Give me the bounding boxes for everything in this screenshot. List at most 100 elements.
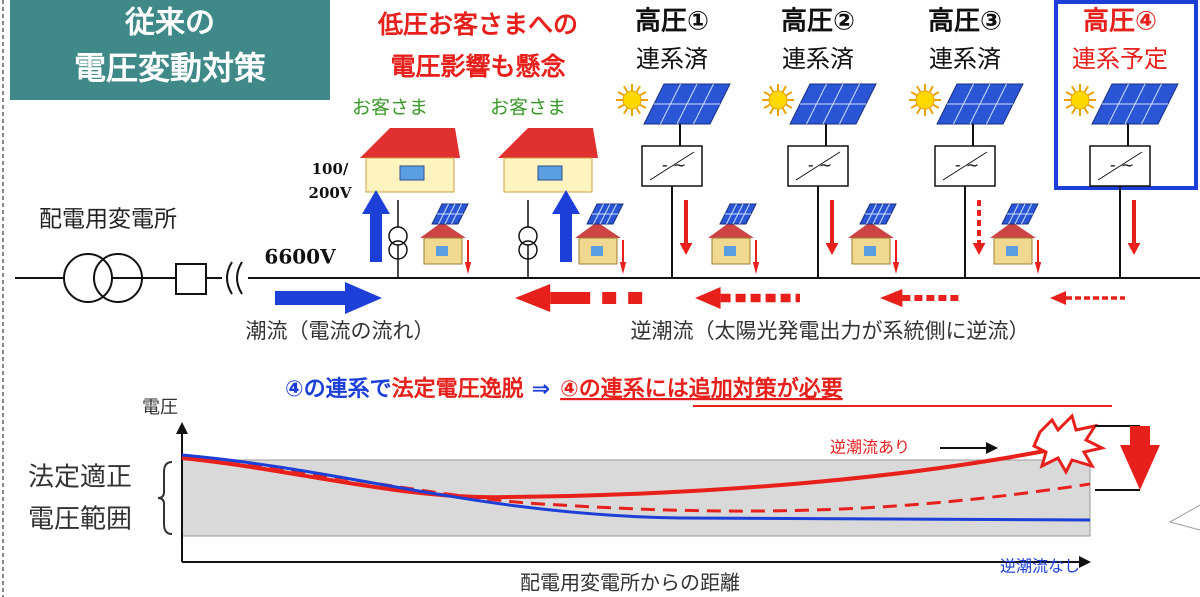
reverse-arrow-head xyxy=(752,262,760,274)
generator-status: 連系予定 xyxy=(1072,45,1168,73)
sun-ray xyxy=(1083,107,1089,115)
forward-flow: 潮流（電流の流れ） xyxy=(246,319,435,343)
pole-transformer xyxy=(518,240,538,260)
sun-ray xyxy=(639,103,647,109)
headline-arrow: ⇒ xyxy=(532,377,550,402)
pv-house-window xyxy=(864,246,876,256)
sun-ray xyxy=(932,91,940,97)
sun xyxy=(768,90,788,110)
sun-ray xyxy=(617,91,625,97)
sun-ray xyxy=(785,103,793,109)
pv-house-roof xyxy=(708,222,754,238)
generator-name: 高圧① xyxy=(635,7,709,37)
high-voltage: 6600V xyxy=(264,245,336,269)
range-label: 電圧範囲 xyxy=(28,505,132,535)
sun-ray xyxy=(623,85,629,93)
house-roof xyxy=(498,128,598,158)
pv-house-window xyxy=(1006,246,1018,256)
sun-ray xyxy=(932,103,940,109)
pv-house-roof xyxy=(848,222,894,238)
reverse-arrow-head xyxy=(464,262,472,274)
sun-ray xyxy=(1065,103,1073,109)
low-voltage: 100/ xyxy=(312,160,349,178)
inverter-mark xyxy=(1097,151,1143,181)
reverse-flow-head xyxy=(1050,291,1066,305)
break xyxy=(222,262,248,294)
sun-ray xyxy=(916,107,922,115)
pv-house-roof xyxy=(990,222,1036,238)
title: 電圧変動対策 xyxy=(74,49,266,87)
sun-ray xyxy=(1087,103,1095,109)
concern: 低圧お客さまへの xyxy=(377,10,578,39)
reverse-flow-head xyxy=(695,287,721,309)
low-voltage: 200V xyxy=(309,184,352,202)
sun-ray xyxy=(1087,91,1095,97)
generator-status: 連系済 xyxy=(636,45,708,73)
legal-range xyxy=(181,459,1091,537)
burst xyxy=(1032,413,1107,476)
inverter-symbol: - ~ xyxy=(1110,156,1134,175)
reverse-flow-head xyxy=(880,289,903,307)
planned-box xyxy=(1054,0,1198,190)
generator-status: 連系済 xyxy=(782,45,854,73)
load-arrow xyxy=(552,190,580,262)
load-arrow xyxy=(362,190,390,262)
with-reverse: 逆潮流あり xyxy=(830,438,910,457)
reverse-arrow-head xyxy=(679,243,693,255)
transformer xyxy=(93,253,143,303)
sun-ray xyxy=(639,91,647,97)
reverse-arrow-head xyxy=(1034,262,1042,274)
sun xyxy=(915,90,935,110)
reverse-arrow-head xyxy=(972,243,986,255)
pv-house-window xyxy=(724,246,736,256)
inverter-mark xyxy=(942,151,988,181)
curve-with-reverse xyxy=(181,446,1061,500)
curve-without-reverse xyxy=(181,453,1091,522)
headline: ④の連系で法定電圧逸脱 ⇒ ④の連系には追加対策が必要 xyxy=(285,376,843,402)
x-label: 配電用変電所からの距離 xyxy=(520,571,740,595)
transformer xyxy=(63,253,113,303)
inverter-symbol: - ~ xyxy=(808,156,832,175)
reverse-arrow-head xyxy=(1127,243,1141,255)
sun-ray xyxy=(763,91,771,97)
house-roof xyxy=(360,128,460,158)
headline-part: ④の連系で xyxy=(285,377,392,402)
headline-part: 法定電圧逸脱 xyxy=(392,376,524,402)
reverse-arrow-head xyxy=(619,262,627,274)
callout xyxy=(1168,504,1200,531)
sun-ray xyxy=(781,107,787,115)
sun-ray xyxy=(1071,85,1077,93)
sun-ray xyxy=(1071,107,1077,115)
pole-transformer xyxy=(388,240,408,260)
title: 従来の xyxy=(124,6,215,41)
inverter-symbol: - ~ xyxy=(955,156,979,175)
sun-ray xyxy=(781,85,787,93)
inverter-symbol: - ~ xyxy=(662,156,686,175)
concern: 電圧影響も懸念 xyxy=(390,52,565,81)
inverter-mark xyxy=(795,151,841,181)
sun xyxy=(622,90,642,110)
generator-name: 高圧② xyxy=(781,7,855,37)
substation: 配電用変電所 xyxy=(39,207,177,233)
title-box xyxy=(10,0,330,100)
inverter-mark xyxy=(649,151,695,181)
pole-transformer xyxy=(518,226,538,246)
sun-ray xyxy=(910,91,918,97)
reverse-arrow-head xyxy=(892,262,900,274)
sun-ray xyxy=(635,107,641,115)
sun xyxy=(1070,90,1090,110)
sun-ray xyxy=(910,103,918,109)
generator-name: 高圧④ xyxy=(1083,7,1157,37)
sun-ray xyxy=(1065,91,1073,97)
sun-ray xyxy=(763,103,771,109)
without-reverse: 逆潮流なし xyxy=(1000,557,1080,576)
sun-ray xyxy=(1083,85,1089,93)
breaker xyxy=(175,263,207,295)
reverse-arrow-head xyxy=(825,243,839,255)
sun-ray xyxy=(617,103,625,109)
pv-house-window xyxy=(436,246,448,256)
headline-part: ④の連系には追加対策が必要 xyxy=(560,376,843,402)
generator-status: 連系済 xyxy=(929,45,1001,73)
